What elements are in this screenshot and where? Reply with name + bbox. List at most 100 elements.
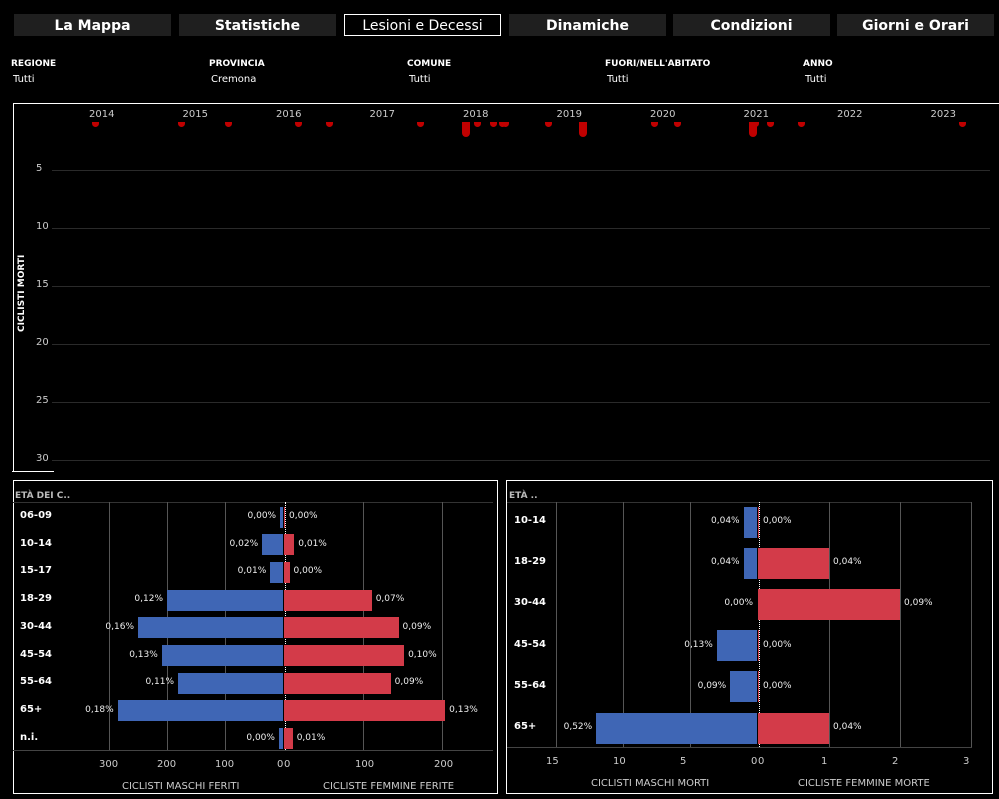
x-tick-label: 300 bbox=[99, 759, 119, 770]
death-mark[interactable] bbox=[650, 122, 658, 127]
female-value-label: 0,00% bbox=[293, 566, 323, 577]
gridline bbox=[52, 170, 990, 171]
filter-label: ANNO bbox=[803, 59, 833, 69]
filter-value[interactable]: Cremona bbox=[211, 74, 257, 85]
category-label: 10-14 bbox=[514, 515, 546, 526]
male-value-label: 0,01% bbox=[237, 566, 267, 577]
injuries-pyramid-chart bbox=[13, 480, 498, 794]
female-bar[interactable] bbox=[284, 534, 295, 556]
tab-lesioni-e-decessi[interactable]: Lesioni e Decessi bbox=[344, 14, 501, 36]
death-mark[interactable] bbox=[295, 122, 303, 127]
death-mark[interactable] bbox=[767, 122, 775, 127]
filter-value[interactable]: Tutti bbox=[607, 74, 629, 85]
male-bar[interactable] bbox=[138, 617, 283, 639]
male-bar[interactable] bbox=[161, 645, 283, 666]
death-mark[interactable] bbox=[748, 122, 757, 137]
filter-regione[interactable]: REGIONE Tutti bbox=[11, 59, 56, 85]
tab-statistiche[interactable]: Statistiche bbox=[179, 14, 336, 36]
tab-giorni-e-orari[interactable]: Giorni e Orari bbox=[837, 14, 994, 36]
header-line bbox=[13, 502, 493, 503]
x-tick-label: 200 bbox=[157, 759, 177, 770]
filter-value[interactable]: Tutti bbox=[805, 74, 827, 85]
female-bar[interactable] bbox=[284, 728, 293, 750]
death-mark[interactable] bbox=[489, 122, 497, 127]
female-bar[interactable] bbox=[284, 700, 446, 722]
male-value-label: 0,11% bbox=[145, 677, 175, 688]
death-mark[interactable] bbox=[959, 122, 967, 127]
male-bar[interactable] bbox=[730, 671, 757, 703]
female-bar[interactable] bbox=[758, 671, 759, 703]
axis-line bbox=[507, 747, 972, 748]
deaths-pyramid-chart bbox=[506, 480, 993, 794]
death-mark[interactable] bbox=[326, 122, 334, 127]
filter-value[interactable]: Tutti bbox=[13, 74, 35, 85]
female-bar[interactable] bbox=[758, 630, 759, 662]
death-mark[interactable] bbox=[544, 122, 552, 127]
death-mark[interactable] bbox=[92, 122, 100, 127]
female-bar[interactable] bbox=[284, 672, 391, 694]
filter-fuori-nell-abitato[interactable]: FUORI/NELL'ABITATO Tutti bbox=[605, 59, 710, 85]
category-label: 06-09 bbox=[20, 510, 52, 521]
gridline bbox=[556, 502, 557, 747]
male-bar[interactable] bbox=[262, 534, 283, 556]
male-bar[interactable] bbox=[270, 561, 283, 583]
category-label: 65+ bbox=[20, 703, 43, 715]
male-bar[interactable] bbox=[178, 672, 283, 694]
death-mark[interactable] bbox=[416, 122, 424, 127]
category-label: 55-64 bbox=[20, 676, 52, 688]
female-value-label: 0,01% bbox=[298, 538, 327, 549]
female-bar[interactable] bbox=[284, 561, 290, 583]
filter-value[interactable]: Tutti bbox=[409, 74, 431, 85]
female-bar[interactable] bbox=[758, 506, 759, 538]
category-label: 55-64 bbox=[514, 679, 546, 691]
male-bar[interactable] bbox=[716, 630, 757, 662]
death-mark[interactable] bbox=[473, 122, 481, 127]
death-mark[interactable] bbox=[501, 122, 509, 127]
death-mark[interactable] bbox=[673, 122, 681, 127]
gridline bbox=[109, 502, 110, 750]
female-bar[interactable] bbox=[284, 506, 285, 528]
category-label: 10-14 bbox=[20, 537, 52, 549]
death-mark[interactable] bbox=[178, 122, 186, 127]
x-tick-label: 0 bbox=[277, 759, 284, 770]
x-tick-label: 15 bbox=[546, 756, 559, 767]
female-value-label: 0,13% bbox=[449, 704, 478, 715]
axis-line bbox=[13, 750, 493, 751]
female-bar[interactable] bbox=[284, 645, 405, 666]
male-bar[interactable] bbox=[117, 700, 283, 722]
female-bar[interactable] bbox=[284, 617, 399, 639]
tab-dinamiche[interactable]: Dinamiche bbox=[509, 14, 666, 36]
x-tick-label: 100 bbox=[215, 759, 235, 770]
female-bar[interactable] bbox=[758, 588, 900, 620]
filter-provincia[interactable]: PROVINCIA Cremona bbox=[209, 59, 265, 85]
male-bar[interactable] bbox=[167, 589, 283, 611]
male-bar[interactable] bbox=[596, 712, 757, 744]
death-mark[interactable] bbox=[578, 122, 587, 137]
male-bar[interactable] bbox=[278, 728, 283, 750]
male-value-label: 0,00% bbox=[247, 511, 277, 521]
filter-anno[interactable]: ANNO Tutti bbox=[803, 59, 833, 85]
death-mark[interactable] bbox=[798, 122, 806, 127]
gridline bbox=[442, 502, 443, 750]
female-bar[interactable] bbox=[758, 712, 829, 744]
x-tick-label: 2022 bbox=[837, 109, 863, 120]
right-axis-title: CICLISTE FEMMINE MORTE bbox=[798, 778, 930, 789]
death-mark[interactable] bbox=[225, 122, 233, 127]
male-bar[interactable] bbox=[280, 506, 283, 528]
death-mark[interactable] bbox=[751, 122, 759, 127]
gridline bbox=[971, 502, 972, 747]
male-bar[interactable] bbox=[743, 506, 757, 538]
filter-comune[interactable]: COMUNE Tutti bbox=[407, 59, 451, 85]
female-value-label: 0,00% bbox=[763, 516, 792, 526]
x-tick-label: 200 bbox=[434, 759, 454, 770]
tab-condizioni[interactable]: Condizioni bbox=[673, 14, 830, 36]
death-mark[interactable] bbox=[461, 122, 470, 137]
female-bar[interactable] bbox=[758, 547, 829, 579]
y-tick-label: 10 bbox=[36, 221, 49, 232]
zero-line bbox=[759, 502, 760, 747]
male-value-label: 0,16% bbox=[105, 621, 134, 632]
x-tick-label: 2016 bbox=[276, 109, 302, 120]
tab-la-mappa[interactable]: La Mappa bbox=[14, 14, 171, 36]
male-bar[interactable] bbox=[743, 547, 757, 579]
female-bar[interactable] bbox=[284, 589, 372, 611]
